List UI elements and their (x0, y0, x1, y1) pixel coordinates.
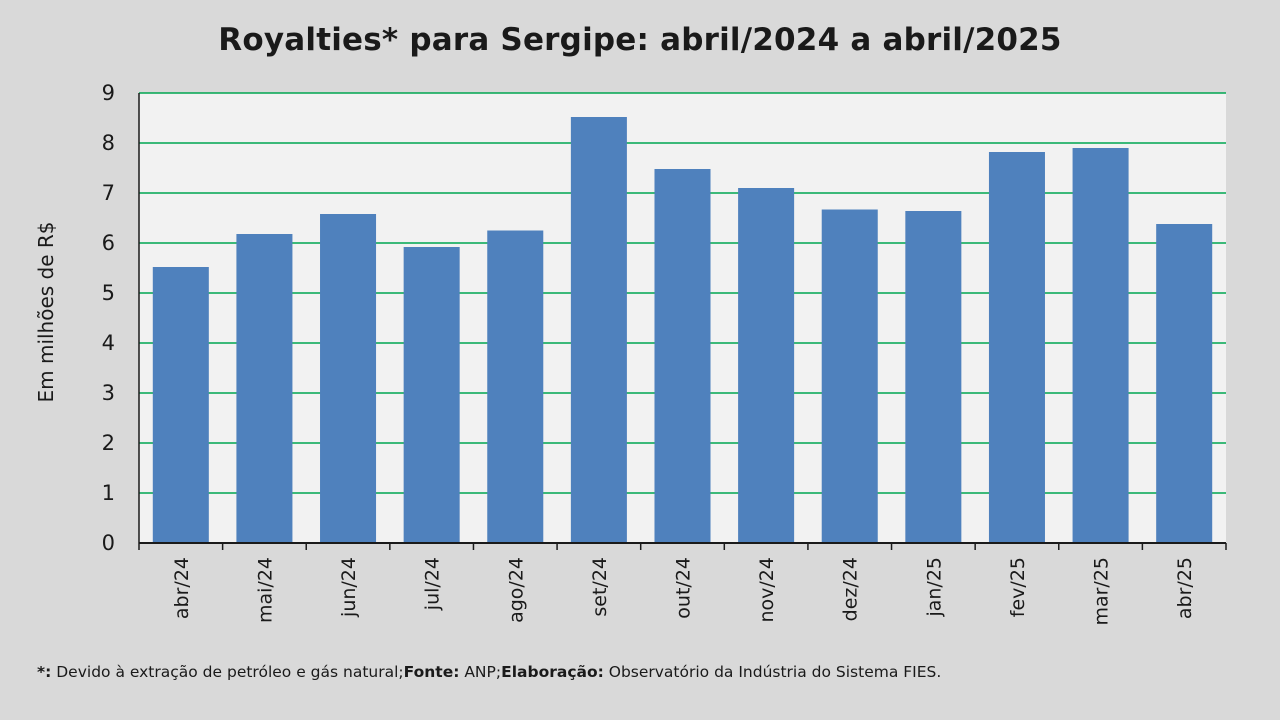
y-tick-label: 1 (102, 481, 115, 505)
bar (821, 209, 878, 543)
x-tick-label: mar/25 (1091, 557, 1113, 626)
axes (138, 93, 1227, 550)
x-tick-label: jul/24 (422, 557, 444, 611)
y-tick-label: 0 (102, 531, 115, 555)
bar (403, 247, 460, 543)
y-tick-labels: 0 1 2 3 4 5 6 7 8 9 (102, 81, 115, 555)
bar (905, 211, 962, 543)
x-tick-label: nov/24 (756, 557, 778, 623)
bar (654, 169, 711, 543)
x-tick-label: set/24 (589, 557, 611, 617)
y-tick-label: 9 (102, 81, 115, 105)
y-axis-label: Em milhões de R$ (34, 221, 58, 402)
footnote-source-label: Fonte: (403, 663, 460, 681)
y-tick-label: 8 (102, 131, 115, 155)
x-tick-label: dez/24 (840, 557, 862, 621)
bar (152, 267, 209, 543)
x-tick-label: out/24 (673, 557, 695, 619)
footnote-text: Devido à extração de petróleo e gás natu… (51, 663, 404, 681)
bar (988, 152, 1045, 543)
y-tick-label: 3 (102, 381, 115, 405)
x-tick-label: fev/25 (1007, 557, 1029, 617)
chart-title: Royalties* para Sergipe: abril/2024 a ab… (218, 22, 1062, 58)
bar (1072, 148, 1129, 543)
footnote-credit: Observatório da Indústria do Sistema FIE… (603, 663, 942, 681)
footnote-marker: *: (37, 663, 52, 681)
y-tick-label: 6 (102, 231, 115, 255)
x-tick-label: abr/24 (171, 557, 193, 619)
bars (152, 117, 1213, 543)
bar (236, 234, 293, 543)
footnote: *: Devido à extração de petróleo e gás n… (37, 663, 941, 681)
y-tick-label: 5 (102, 281, 115, 305)
x-tick-label: abr/25 (1174, 557, 1196, 619)
x-tick-labels: abr/24 mai/24 jun/24 jul/24 ago/24 set/24 out/… (171, 557, 1196, 626)
y-tick-label: 7 (102, 181, 115, 205)
footnote-credit-label: Elaboração: (501, 663, 604, 681)
x-tick-label: jan/25 (923, 557, 945, 618)
y-tick-label: 2 (102, 431, 115, 455)
footnote-source: ANP; (459, 663, 502, 681)
x-tick-label: jun/24 (338, 557, 360, 618)
bar (570, 117, 627, 543)
bar (487, 230, 544, 543)
bar-chart: 0 1 2 3 4 5 6 7 8 9 abr/24 mai/24 jun/24 jul/24 ago/2… (34, 81, 1227, 626)
y-tick-label: 4 (102, 331, 115, 355)
bar (320, 214, 377, 543)
bar (1156, 224, 1213, 543)
x-tick-label: mai/24 (254, 557, 276, 623)
bar (738, 188, 795, 543)
x-tick-label: ago/24 (505, 557, 527, 623)
